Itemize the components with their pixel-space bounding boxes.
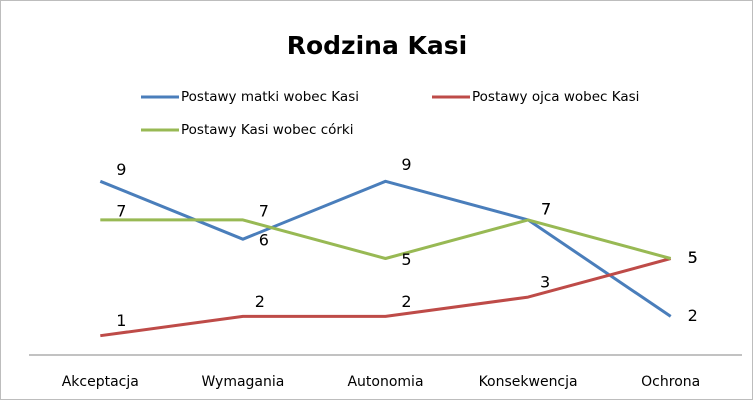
data-label: 6 xyxy=(259,231,269,250)
series-line xyxy=(100,218,672,260)
data-label: 5 xyxy=(688,248,698,267)
legend-label: Postawy ojca wobec Kasi xyxy=(472,89,639,105)
data-label: 7 xyxy=(541,199,551,218)
series-line xyxy=(100,257,672,338)
data-label: 7 xyxy=(541,199,551,218)
data-label: 3 xyxy=(540,273,550,292)
legend-label: Postawy Kasi wobec córki xyxy=(181,122,354,138)
x-tick-label: Konsekwencja xyxy=(479,374,578,390)
data-label: 2 xyxy=(688,306,698,325)
data-label: 2 xyxy=(255,292,265,311)
x-tick-label: Ochrona xyxy=(641,374,700,390)
data-label: 7 xyxy=(259,201,269,220)
x-tick-label: Akceptacja xyxy=(62,374,139,390)
data-label: 5 xyxy=(688,248,698,267)
chart-title: Rodzina Kasi xyxy=(287,31,468,60)
data-label: 2 xyxy=(401,292,411,311)
data-label: 1 xyxy=(116,311,126,330)
x-tick-label: Wymagania xyxy=(201,374,284,390)
legend-label: Postawy matki wobec Kasi xyxy=(181,89,359,105)
data-label: 5 xyxy=(401,250,411,269)
x-tick-label: Autonomia xyxy=(347,374,423,390)
data-label: 9 xyxy=(116,160,126,179)
data-label: 9 xyxy=(401,155,411,174)
data-label: 7 xyxy=(116,201,126,220)
